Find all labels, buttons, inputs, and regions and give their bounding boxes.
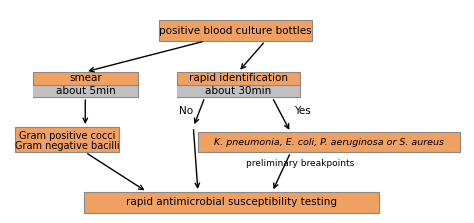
Text: about 5min: about 5min (55, 86, 115, 96)
Text: No: No (179, 107, 193, 116)
FancyBboxPatch shape (158, 20, 311, 41)
FancyBboxPatch shape (33, 72, 137, 97)
Text: K. pneumonia, E. coli, P. aeruginosa or S. aureus: K. pneumonia, E. coli, P. aeruginosa or … (214, 138, 444, 147)
Text: Gram negative bacilli: Gram negative bacilli (15, 141, 119, 151)
FancyBboxPatch shape (198, 132, 460, 152)
Text: rapid identification: rapid identification (189, 73, 288, 83)
Text: about 30min: about 30min (205, 86, 272, 96)
Text: Gram positive cocci: Gram positive cocci (19, 131, 115, 141)
Text: preliminary breakpoints: preliminary breakpoints (246, 159, 354, 168)
FancyBboxPatch shape (177, 72, 300, 97)
Text: smear: smear (69, 73, 102, 83)
Text: Yes: Yes (294, 107, 310, 116)
Text: rapid antimicrobial susceptibility testing: rapid antimicrobial susceptibility testi… (126, 197, 337, 207)
FancyBboxPatch shape (84, 192, 379, 213)
FancyBboxPatch shape (15, 127, 119, 152)
FancyBboxPatch shape (177, 85, 300, 97)
Text: positive blood culture bottles: positive blood culture bottles (159, 26, 311, 35)
FancyBboxPatch shape (33, 85, 137, 97)
